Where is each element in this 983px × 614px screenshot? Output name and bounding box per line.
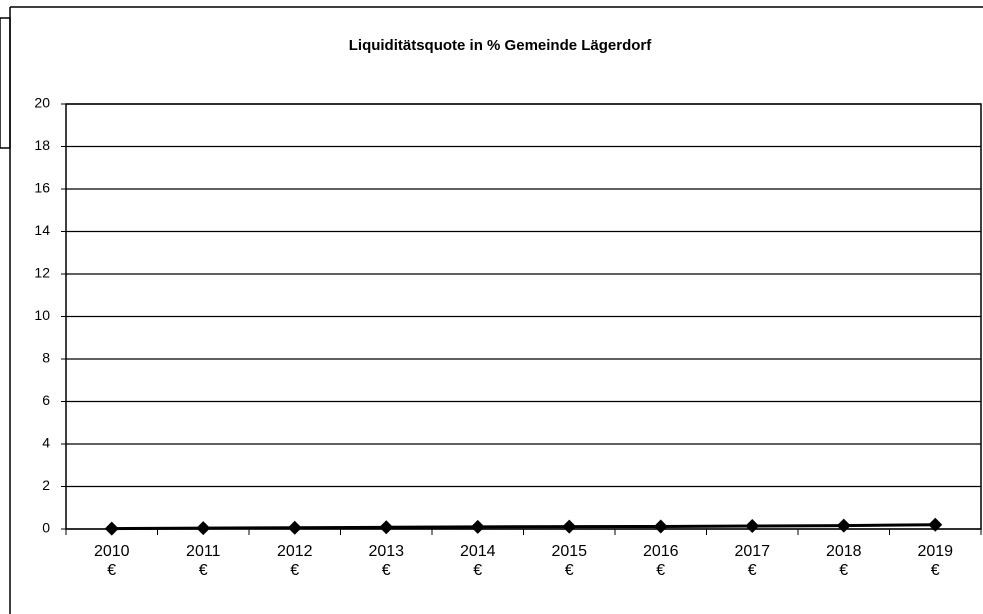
y-tick-label: 8 bbox=[42, 350, 50, 366]
x-tick-label: 2015 bbox=[551, 543, 587, 560]
marker bbox=[379, 520, 394, 535]
x-tick-label: € bbox=[382, 562, 391, 579]
y-tick-label: 16 bbox=[34, 180, 50, 196]
x-tick-label: 2018 bbox=[826, 543, 862, 560]
y-tick-label: 4 bbox=[42, 435, 50, 451]
y-tick-label: 18 bbox=[34, 137, 50, 153]
x-tick-label: € bbox=[290, 562, 299, 579]
marker bbox=[104, 521, 119, 536]
marker bbox=[562, 519, 577, 534]
y-tick-label: 12 bbox=[34, 265, 50, 281]
chart-title: Liquiditätsquote in % Gemeinde Lägerdorf bbox=[349, 37, 653, 54]
x-tick-label: € bbox=[199, 562, 208, 579]
x-tick-label: 2019 bbox=[917, 543, 953, 560]
x-tick-label: € bbox=[656, 562, 665, 579]
x-tick-label: 2011 bbox=[186, 543, 221, 560]
y-tick-label: 20 bbox=[34, 95, 50, 111]
x-tick-label: € bbox=[565, 562, 574, 579]
frame-box bbox=[0, 17, 11, 149]
marker bbox=[287, 520, 302, 535]
x-tick-label: € bbox=[748, 562, 757, 579]
x-tick-label: € bbox=[931, 562, 940, 579]
marker bbox=[470, 519, 485, 534]
x-tick-label: € bbox=[473, 562, 482, 579]
y-tick-label: 6 bbox=[42, 392, 50, 408]
x-tick-label: 2017 bbox=[734, 543, 770, 560]
marker bbox=[745, 519, 760, 534]
x-tick-label: € bbox=[107, 562, 116, 579]
marker bbox=[196, 521, 211, 536]
y-tick-label: 0 bbox=[42, 520, 50, 536]
x-tick-label: 2012 bbox=[277, 543, 313, 560]
y-tick-label: 14 bbox=[34, 222, 50, 238]
x-tick-label: € bbox=[839, 562, 848, 579]
x-tick-label: 2014 bbox=[460, 543, 496, 560]
marker bbox=[653, 519, 668, 534]
x-tick-label: 2013 bbox=[368, 543, 404, 560]
marker bbox=[928, 517, 943, 532]
y-tick-label: 10 bbox=[34, 307, 50, 323]
x-tick-label: 2016 bbox=[643, 543, 679, 560]
x-tick-label: 2010 bbox=[94, 543, 130, 560]
line bbox=[111, 523, 936, 531]
y-tick-label: 2 bbox=[42, 477, 50, 493]
marker bbox=[836, 518, 851, 533]
